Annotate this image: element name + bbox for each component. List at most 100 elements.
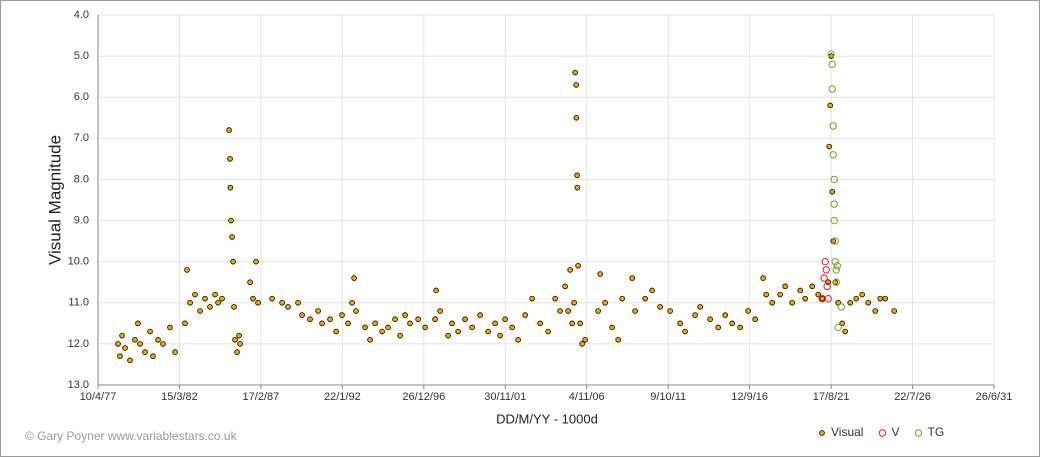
data-point bbox=[826, 143, 833, 150]
data-point bbox=[402, 312, 408, 318]
data-point bbox=[232, 336, 238, 343]
data-point bbox=[367, 336, 373, 343]
y-tick-label: 11.0 bbox=[68, 297, 89, 309]
data-point bbox=[837, 303, 845, 311]
data-point bbox=[184, 267, 190, 273]
legend-marker bbox=[914, 429, 923, 437]
data-point bbox=[215, 299, 221, 306]
data-point bbox=[752, 316, 758, 323]
data-point bbox=[172, 349, 178, 355]
data-point bbox=[722, 312, 728, 318]
data-point bbox=[253, 258, 259, 265]
data-point bbox=[379, 328, 385, 335]
data-point bbox=[569, 320, 575, 327]
data-point bbox=[397, 332, 403, 339]
data-point bbox=[827, 102, 833, 109]
data-point bbox=[828, 53, 834, 59]
x-tick-label: 17/2/87 bbox=[243, 391, 280, 403]
data-point bbox=[509, 324, 515, 331]
data-point bbox=[137, 341, 143, 347]
y-axis-title: Visual Magnitude bbox=[45, 135, 64, 265]
data-point bbox=[667, 308, 673, 314]
data-point bbox=[609, 324, 615, 331]
data-point bbox=[824, 294, 832, 303]
data-point bbox=[147, 328, 153, 335]
data-point bbox=[595, 308, 601, 314]
data-point bbox=[815, 291, 822, 298]
data-point bbox=[445, 332, 451, 339]
data-point bbox=[682, 328, 688, 335]
data-point bbox=[349, 299, 355, 306]
data-point bbox=[362, 324, 368, 331]
data-point bbox=[562, 283, 568, 290]
data-point bbox=[432, 316, 438, 323]
data-point bbox=[537, 320, 543, 327]
data-point bbox=[462, 316, 468, 323]
data-point bbox=[802, 295, 808, 302]
data-point bbox=[707, 316, 713, 323]
data-point bbox=[642, 295, 648, 302]
data-point bbox=[567, 267, 573, 273]
data-point bbox=[469, 324, 475, 331]
data-point bbox=[571, 299, 577, 306]
data-point bbox=[142, 349, 148, 355]
data-point bbox=[573, 114, 580, 121]
data-point bbox=[477, 312, 483, 318]
data-point bbox=[182, 320, 188, 327]
data-point bbox=[449, 320, 455, 327]
data-point bbox=[797, 287, 804, 294]
data-point bbox=[692, 312, 698, 318]
data-point bbox=[229, 234, 235, 240]
data-point bbox=[167, 324, 173, 331]
data-point bbox=[135, 320, 141, 327]
data-point bbox=[573, 82, 579, 88]
data-point bbox=[832, 266, 840, 274]
data-point bbox=[574, 184, 581, 191]
data-point bbox=[565, 308, 571, 314]
data-point bbox=[236, 332, 242, 339]
data-point bbox=[827, 50, 835, 58]
data-point bbox=[877, 295, 884, 302]
data-point bbox=[492, 320, 498, 327]
data-point bbox=[455, 328, 461, 335]
data-point bbox=[572, 69, 578, 76]
data-point bbox=[821, 257, 829, 266]
data-point bbox=[830, 200, 838, 208]
data-point bbox=[237, 341, 243, 347]
data-point bbox=[227, 184, 234, 191]
data-point bbox=[219, 295, 225, 302]
data-point bbox=[132, 336, 138, 343]
data-point bbox=[809, 283, 815, 290]
x-tick-label: 17/8/21 bbox=[813, 391, 850, 403]
data-point bbox=[255, 299, 261, 306]
data-point bbox=[202, 295, 208, 302]
x-tick-label: 15/3/82 bbox=[161, 391, 198, 403]
data-point bbox=[832, 278, 840, 286]
y-tick-label: 7.0 bbox=[74, 132, 89, 144]
y-tick-label: 8.0 bbox=[74, 173, 89, 185]
legend-label: Visual bbox=[831, 425, 863, 439]
y-tick-label: 6.0 bbox=[74, 91, 89, 103]
data-point bbox=[295, 299, 301, 306]
data-point bbox=[602, 299, 608, 306]
data-point bbox=[545, 328, 551, 335]
legend-marker bbox=[819, 430, 825, 436]
data-point bbox=[737, 324, 743, 331]
data-point bbox=[769, 299, 775, 306]
data-point bbox=[117, 353, 123, 360]
data-point bbox=[345, 320, 351, 327]
data-point bbox=[119, 332, 125, 339]
data-point bbox=[579, 341, 585, 347]
data-point bbox=[127, 357, 133, 364]
data-point bbox=[820, 274, 828, 282]
data-point bbox=[497, 332, 503, 339]
data-point bbox=[777, 291, 783, 298]
data-point bbox=[485, 328, 491, 335]
data-point bbox=[115, 341, 121, 347]
data-point bbox=[285, 304, 291, 310]
data-point bbox=[715, 324, 721, 331]
data-point bbox=[829, 122, 837, 130]
data-point bbox=[385, 324, 391, 331]
